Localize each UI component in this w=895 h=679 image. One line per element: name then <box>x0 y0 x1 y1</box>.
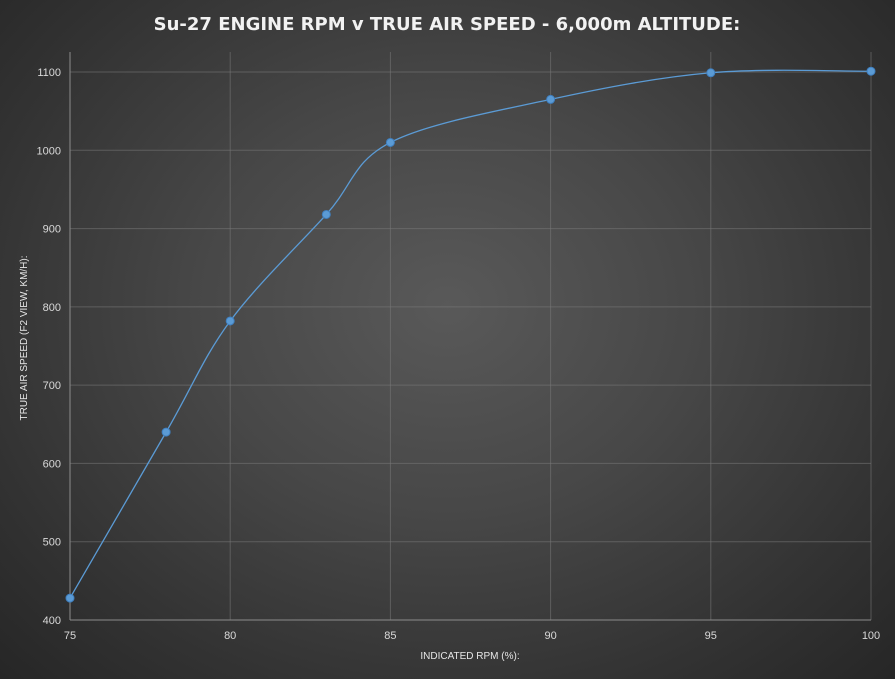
x-tick-label: 85 <box>384 630 396 642</box>
x-tick-label: 95 <box>705 630 717 642</box>
x-axis-title: INDICATED RPM (%): <box>420 651 519 662</box>
data-point <box>866 66 876 76</box>
y-tick-labels: 400 500 600 700 800 900 1000 1100 <box>37 67 61 627</box>
data-point <box>65 593 75 603</box>
chart-title: Su-27 ENGINE RPM v TRUE AIR SPEED - 6,00… <box>154 14 741 35</box>
data-point <box>225 316 235 326</box>
data-point <box>385 137 395 147</box>
x-tick-label: 100 <box>862 630 880 642</box>
y-tick-label: 500 <box>43 537 61 549</box>
y-tick-label: 1000 <box>37 145 61 157</box>
y-tick-label: 600 <box>43 458 61 470</box>
x-tick-label: 75 <box>64 630 76 642</box>
y-tick-label: 1100 <box>37 67 61 79</box>
data-point <box>706 68 716 78</box>
data-point <box>546 94 556 104</box>
x-tick-labels: 75 80 85 90 95 100 <box>64 630 880 642</box>
x-tick-label: 80 <box>224 630 236 642</box>
data-points <box>65 66 876 603</box>
y-tick-label: 900 <box>43 224 61 236</box>
y-tick-label: 700 <box>43 380 61 392</box>
x-tick-label: 90 <box>544 630 556 642</box>
y-tick-label: 800 <box>43 302 61 314</box>
series <box>69 69 872 599</box>
series-line <box>69 69 872 599</box>
data-point <box>321 209 331 219</box>
grid <box>69 52 872 621</box>
data-point <box>161 427 171 437</box>
y-tick-label: 400 <box>43 615 61 627</box>
axes <box>69 52 871 621</box>
y-axis-title: TRUE AIR SPEED (F2 VIEW, KM/H): <box>19 255 30 420</box>
